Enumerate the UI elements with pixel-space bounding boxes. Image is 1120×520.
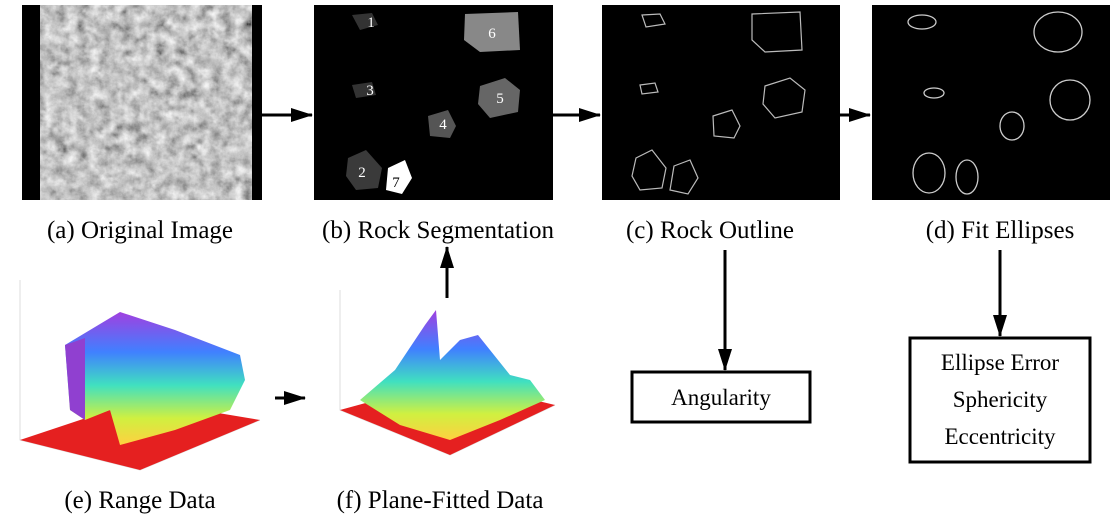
caption: (b) Rock Segmentation xyxy=(322,217,554,244)
metric-label: Sphericity xyxy=(953,387,1048,412)
outline-bg xyxy=(602,5,840,200)
range-plot xyxy=(20,280,260,470)
segment-label: 3 xyxy=(366,83,374,99)
metric-label: Ellipse Error xyxy=(941,350,1059,375)
caption: (a) Original Image xyxy=(47,217,233,244)
segment-label: 4 xyxy=(439,117,447,133)
outlines xyxy=(602,5,840,200)
segment-label: 5 xyxy=(496,91,504,107)
segment-label: 1 xyxy=(367,15,375,31)
original-image xyxy=(40,5,252,200)
diagram: 1 2 3 4 5 6 7 (a) Original Image (b) Roc… xyxy=(0,0,1120,520)
caption: (c) Rock Outline xyxy=(626,217,794,244)
plane-fitted-plot xyxy=(340,290,555,455)
plot-surface xyxy=(65,338,85,420)
metric-label: Eccentricity xyxy=(944,424,1056,449)
caption: (d) Fit Ellipses xyxy=(926,217,1075,244)
ellipses xyxy=(872,5,1110,200)
caption: (e) Range Data xyxy=(64,487,215,514)
ellipse-bg xyxy=(872,5,1110,200)
caption: (f) Plane-Fitted Data xyxy=(337,487,544,514)
metric-label: Angularity xyxy=(671,385,771,410)
segmentation: 1 2 3 4 5 6 7 xyxy=(314,5,553,200)
segment-label: 6 xyxy=(488,26,496,42)
segment-label: 7 xyxy=(392,175,400,191)
segment-label: 2 xyxy=(358,165,366,181)
